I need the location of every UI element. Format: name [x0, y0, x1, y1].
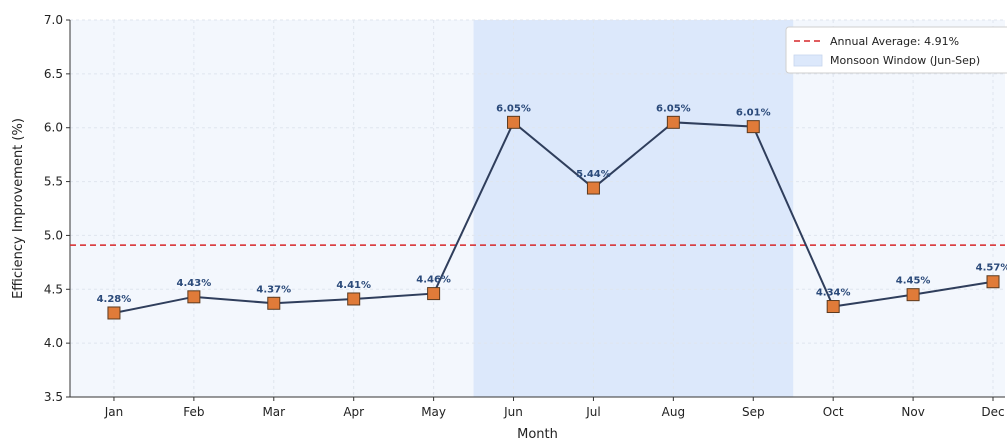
y-tick-label-4: 5.5 — [44, 175, 63, 189]
data-label-sep: 6.01% — [736, 108, 771, 119]
data-point-feb — [187, 290, 201, 304]
x-tick-label-oct: Oct — [823, 405, 844, 419]
data-point-jan — [107, 306, 121, 320]
x-tick-label-may: May — [421, 405, 446, 419]
legend-label-monsoon: Monsoon Window (Jun-Sep) — [830, 54, 980, 67]
x-tick-label-feb: Feb — [183, 405, 204, 419]
y-tick-label-6: 6.5 — [44, 67, 63, 81]
legend-label-average: Annual Average: 4.91% — [830, 35, 959, 48]
x-tick-label-jul: Jul — [585, 405, 600, 419]
data-point-sep — [746, 120, 760, 134]
data-point-dec — [986, 275, 1000, 289]
data-point-mar — [267, 296, 281, 310]
data-point-jun — [507, 115, 521, 129]
x-tick-label-jun: Jun — [503, 405, 523, 419]
data-point-apr — [347, 292, 361, 306]
data-label-jun: 6.05% — [496, 103, 531, 114]
data-label-jul: 5.44% — [576, 169, 611, 180]
data-label-apr: 4.41% — [336, 280, 371, 291]
y-axis-label: Efficiency Improvement (%) — [11, 118, 26, 299]
x-tick-label-mar: Mar — [262, 405, 285, 419]
data-label-nov: 4.45% — [896, 276, 931, 287]
legend-box — [785, 26, 1007, 74]
data-label-may: 4.46% — [416, 275, 451, 286]
legend-swatch-monsoon — [793, 54, 823, 67]
shaded-region — [473, 20, 794, 397]
y-tick-label-1: 4.0 — [44, 336, 63, 350]
data-label-oct: 4.34% — [816, 288, 851, 299]
data-point-may — [427, 287, 441, 301]
x-tick-label-apr: Apr — [343, 405, 364, 419]
y-tick-label-2: 4.5 — [44, 282, 63, 296]
data-label-jan: 4.28% — [97, 294, 132, 305]
x-tick-label-sep: Sep — [742, 405, 765, 419]
y-tick-label-3: 5.0 — [44, 228, 63, 242]
series-line — [113, 120, 994, 314]
x-tick-label-jan: Jan — [104, 405, 124, 419]
y-tick-label-0: 3.5 — [44, 390, 63, 404]
data-point-oct — [826, 300, 840, 314]
x-tick-label-nov: Nov — [901, 405, 924, 419]
data-point-jul — [586, 181, 600, 195]
y-tick-label-5: 6.0 — [44, 121, 63, 135]
data-point-nov — [906, 288, 920, 302]
x-tick-label-dec: Dec — [981, 405, 1004, 419]
y-tick-label-7: 7.0 — [44, 13, 63, 27]
x-axis-label: Month — [517, 427, 558, 440]
data-point-aug — [666, 115, 680, 129]
data-label-feb: 4.43% — [177, 278, 212, 289]
data-label-dec: 4.57% — [976, 263, 1007, 274]
data-label-aug: 6.05% — [656, 103, 691, 114]
data-label-mar: 4.37% — [256, 284, 291, 295]
x-tick-label-aug: Aug — [662, 405, 685, 419]
